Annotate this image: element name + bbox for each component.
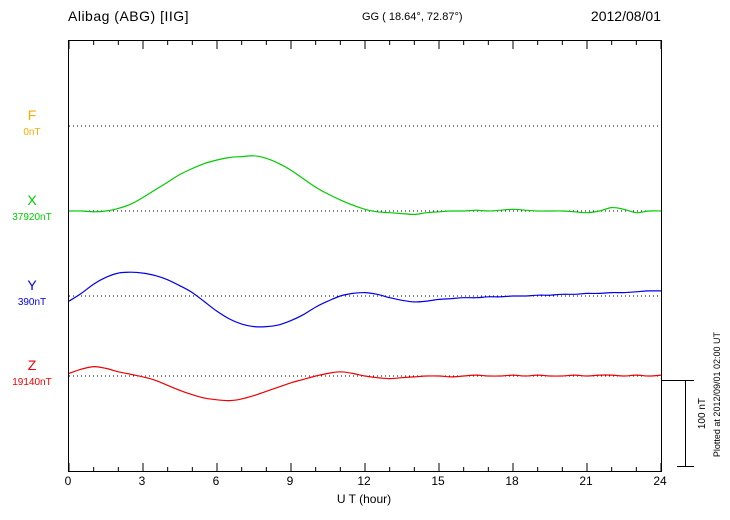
x-tick-15: 15: [431, 474, 445, 488]
component-baseline-z: 19140nT: [12, 377, 52, 388]
component-letter-z: Z: [27, 357, 37, 373]
scale-bar-label: 100 nT: [697, 398, 708, 430]
plot-area: [68, 40, 662, 472]
component-letter-f: F: [27, 107, 37, 123]
component-letter-y: Y: [27, 277, 37, 293]
scale-bar-top-cap: [662, 380, 694, 381]
x-tick-9: 9: [286, 474, 294, 488]
component-baseline-y: 390nT: [17, 297, 47, 308]
component-baseline-f: 0nT: [23, 127, 41, 138]
component-label-f: F 0nT: [0, 107, 64, 138]
station-title: Alibag (ABG) [IIG]: [68, 8, 190, 24]
x-tick-0: 0: [64, 474, 72, 488]
x-tick-6: 6: [212, 474, 220, 488]
x-tick-21: 21: [579, 474, 593, 488]
x-tick-3: 3: [138, 474, 146, 488]
component-label-x: X 37920nT: [0, 192, 64, 223]
component-baseline-x: 37920nT: [12, 212, 52, 223]
plotted-at-note: Plotted at 2012/09/01 02:00 UT: [712, 332, 722, 458]
component-letter-x: X: [27, 192, 37, 208]
scale-bar-line: [685, 380, 686, 467]
plot-date: 2012/08/01: [590, 8, 661, 24]
x-tick-24: 24: [653, 474, 667, 488]
x-tick-12: 12: [357, 474, 371, 488]
scale-bar-bottom-cap: [677, 466, 694, 467]
magnetogram-chart: [69, 41, 661, 471]
geographic-coordinates: GG ( 18.64°, 72.87°): [362, 11, 463, 23]
component-label-z: Z 19140nT: [0, 357, 64, 388]
x-axis-label: U T (hour): [336, 492, 392, 506]
x-tick-18: 18: [505, 474, 519, 488]
component-label-y: Y 390nT: [0, 277, 64, 308]
